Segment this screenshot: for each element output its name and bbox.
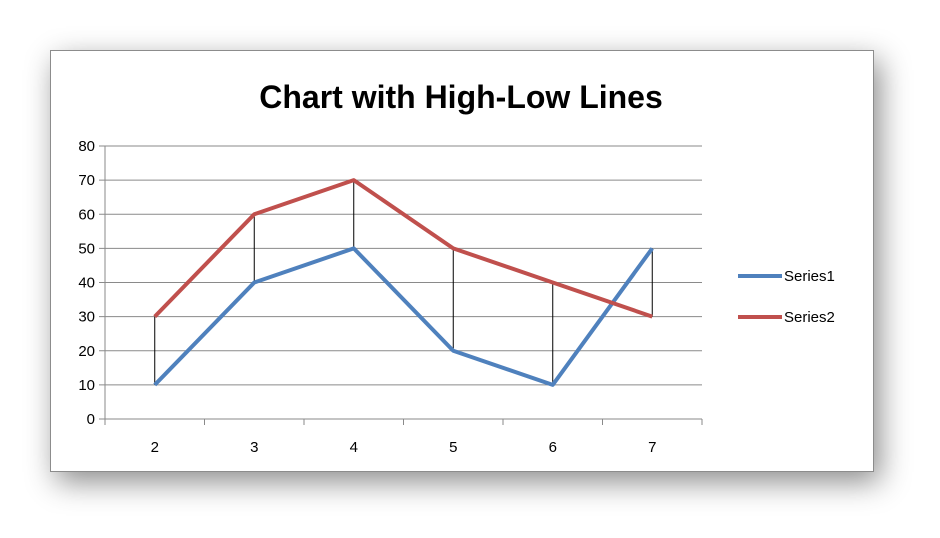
y-tick-label: 70 — [78, 172, 95, 189]
x-tick-label: 4 — [350, 439, 358, 456]
y-tick-label: 50 — [78, 240, 95, 257]
legend-label: Series1 — [784, 268, 835, 285]
x-tick-label: 5 — [449, 439, 457, 456]
y-tick-label: 30 — [78, 309, 95, 326]
axes: 0 10 20 30 40 50 60 70 80 2 3 4 5 6 7 — [78, 138, 703, 456]
x-tick-label: 3 — [250, 439, 258, 456]
series-lines — [153, 178, 654, 387]
y-tick-label: 10 — [78, 377, 95, 394]
y-tick-label: 20 — [78, 343, 95, 360]
series-line-2 — [153, 178, 653, 319]
y-tick-label: 40 — [78, 275, 95, 292]
legend: Series1 Series2 — [738, 268, 835, 326]
x-tick-label: 7 — [648, 439, 656, 456]
gridlines — [105, 145, 702, 386]
series-line-1 — [153, 246, 654, 387]
x-tick-label: 2 — [151, 439, 159, 456]
chart-frame — [50, 50, 874, 472]
high-low-lines — [154, 180, 653, 385]
legend-label: Series2 — [784, 309, 835, 326]
chart-title: Chart with High-Low Lines — [259, 79, 663, 115]
y-tick-label: 60 — [78, 206, 95, 223]
x-tick-label: 6 — [549, 439, 557, 456]
y-tick-label: 0 — [87, 411, 95, 428]
y-tick-label: 80 — [78, 138, 95, 155]
